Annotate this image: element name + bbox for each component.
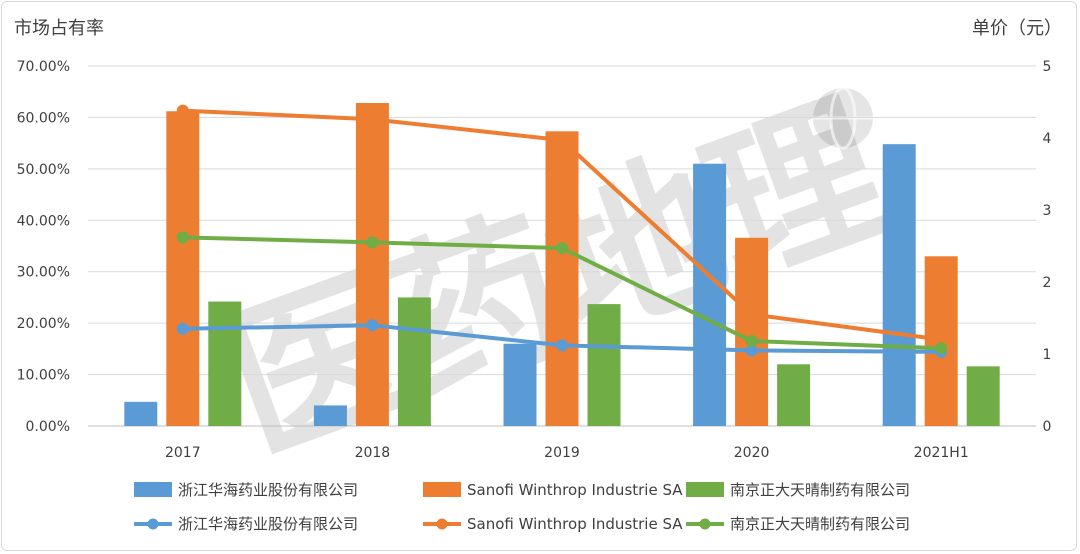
legend-label-line: Sanofi Winthrop Industrie SA [467, 515, 683, 533]
line-point [176, 322, 189, 335]
bar [166, 111, 200, 426]
legend-swatch-bar [686, 482, 724, 497]
y-tick-label: 60.00% [17, 110, 70, 126]
legend-label-bar: Sanofi Winthrop Industrie SA [467, 481, 683, 499]
legend-label-bar: 南京正大天晴制药有限公司 [730, 481, 910, 499]
legend: 浙江华海药业股份有限公司 Sanofi Winthrop Industrie SA… [134, 481, 910, 533]
bar [503, 343, 537, 426]
line-point [745, 308, 758, 321]
legend-swatch-marker [436, 518, 448, 530]
legend-swatch-marker [699, 518, 711, 530]
bar [124, 401, 158, 426]
line-series [176, 104, 948, 358]
axes: 市场占有率 单价（元） [14, 18, 1062, 39]
bar [587, 304, 621, 426]
y-tick-label: 40.00% [17, 213, 70, 229]
bar [208, 301, 242, 426]
bar [355, 103, 389, 427]
y-tick-label: 30.00% [17, 265, 70, 281]
y2-tick-label: 5 [1043, 59, 1052, 75]
bar [777, 364, 811, 426]
y2-tick-label: 4 [1043, 131, 1052, 147]
x-tick-label: 2020 [734, 445, 770, 461]
bar [966, 366, 1000, 426]
y-tick-label: 50.00% [17, 162, 70, 178]
globe-icon [813, 86, 873, 150]
bar [882, 144, 916, 426]
x-tick-label: 2019 [544, 445, 580, 461]
line-point [745, 335, 758, 348]
bar [735, 237, 769, 426]
bar [545, 131, 579, 427]
line-point [176, 104, 189, 117]
y2-axis-title: 单价（元） [972, 18, 1062, 39]
legend-swatch-bar [423, 482, 461, 497]
y2-tick-label: 0 [1043, 419, 1052, 435]
line-point [935, 342, 948, 355]
ticks: 0.00% 10.00% 20.00% 30.00% 40.00% 50.00% 60.00… [17, 59, 1052, 461]
legend-swatch-bar [134, 482, 172, 497]
x-tick-label: 2018 [355, 445, 391, 461]
line-point [366, 319, 379, 332]
legend-swatch-marker [147, 518, 159, 530]
line-point [556, 134, 568, 147]
bar-series [124, 103, 1000, 427]
line-point [366, 236, 379, 249]
legend-label-bar: 浙江华海药业股份有限公司 [178, 481, 358, 499]
y-tick-label: 70.00% [17, 59, 70, 75]
y-tick-label: 10.00% [17, 368, 70, 384]
y-tick-label: 20.00% [17, 316, 70, 332]
x-tick-label: 2017 [165, 445, 201, 461]
y2-tick-label: 2 [1043, 275, 1052, 291]
bar [397, 297, 431, 426]
bar [693, 163, 727, 426]
line-point [366, 113, 379, 126]
legend-label-line: 浙江华海药业股份有限公司 [178, 515, 358, 533]
line-point [556, 242, 568, 255]
legend-label-line: 南京正大天晴制药有限公司 [730, 515, 910, 533]
x-tick-label: 2021H1 [914, 445, 969, 461]
line-point [176, 231, 189, 244]
bar [313, 405, 347, 426]
line-point [556, 339, 568, 352]
y-tick-label: 0.00% [26, 419, 70, 435]
y-axis-title: 市场占有率 [14, 18, 104, 39]
y2-tick-label: 3 [1043, 203, 1052, 219]
y2-tick-label: 1 [1043, 347, 1052, 363]
